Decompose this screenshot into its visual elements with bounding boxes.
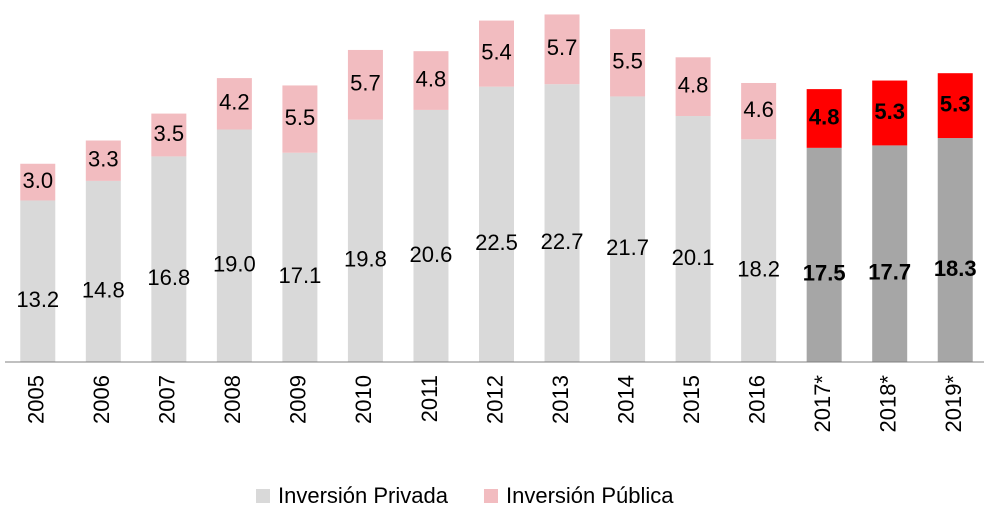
data-label: 5.5 [285, 105, 316, 130]
data-label: 20.1 [672, 245, 715, 270]
data-label: 3.5 [154, 121, 185, 146]
data-label: 4.6 [743, 97, 774, 122]
data-label: 17.7 [868, 260, 911, 285]
data-label: 19.0 [213, 252, 256, 277]
x-tick-label: 2011 [417, 375, 442, 422]
data-label: 5.7 [547, 35, 578, 60]
bar-segment [151, 156, 187, 362]
data-label: 19.8 [344, 247, 387, 272]
data-label: 3.3 [88, 147, 119, 172]
data-label: 5.3 [940, 91, 971, 116]
x-tick-label: 2019* [941, 375, 966, 433]
data-label: 4.8 [416, 66, 447, 91]
data-label: 17.1 [278, 263, 321, 288]
legend-swatch [483, 489, 498, 503]
data-label: 16.8 [147, 265, 190, 290]
bar-segment [282, 85, 318, 153]
x-tick-label: 2008 [220, 375, 245, 424]
bar-segment [479, 86, 514, 363]
data-label: 18.2 [737, 256, 780, 281]
data-label: 22.7 [541, 229, 584, 254]
x-tick-label: 2018* [876, 375, 901, 433]
bar-segment [610, 96, 646, 363]
bar-segment [216, 78, 252, 130]
x-tick-label: 2017* [810, 375, 835, 433]
bar-segment [872, 145, 908, 362]
bar-segment [151, 113, 187, 157]
bar-segment [806, 147, 842, 362]
x-tick-label: 2005 [24, 375, 49, 424]
bar-segment [413, 109, 449, 362]
bar-segment [85, 180, 121, 362]
bar-segment [937, 73, 973, 139]
data-label: 17.5 [803, 261, 846, 286]
x-tick-label: 2016 [744, 375, 769, 424]
data-label: 5.5 [612, 49, 643, 74]
data-label: 13.2 [16, 287, 59, 312]
data-label: 14.8 [82, 277, 125, 302]
data-label: 4.8 [809, 104, 840, 129]
legend-swatch [256, 489, 270, 503]
x-tick-label: 2013 [548, 375, 573, 424]
bar-segment [479, 20, 514, 87]
x-tick-label: 2009 [286, 375, 311, 424]
bar-segment [85, 140, 121, 181]
data-label: 3.0 [22, 168, 53, 193]
bar-segment [937, 138, 973, 362]
data-label: 22.5 [475, 230, 518, 255]
bar-segment [872, 80, 908, 146]
bar-segment [741, 139, 777, 362]
x-tick-label: 2010 [351, 375, 376, 424]
bar-segment [20, 200, 56, 362]
bar-segment [806, 89, 842, 148]
bar-segment [675, 57, 711, 117]
data-label: 5.7 [350, 71, 381, 96]
data-label: 4.8 [678, 72, 709, 97]
bar-segment [544, 14, 580, 85]
x-tick-label: 2012 [482, 375, 507, 424]
bar-segment [741, 82, 777, 140]
bar-segment [413, 51, 449, 110]
data-label: 4.2 [219, 90, 250, 115]
data-label: 20.6 [410, 242, 453, 267]
data-label: 21.7 [606, 235, 649, 260]
legend-label: Inversión Privada [278, 483, 449, 508]
bar-segment [282, 152, 318, 362]
legend-label: Inversión Pública [506, 483, 674, 508]
data-label: 18.3 [934, 256, 977, 281]
data-label: 5.3 [874, 99, 905, 124]
x-tick-label: 2006 [89, 375, 114, 424]
bar-segment [610, 29, 646, 97]
bar-segment [347, 119, 383, 363]
bar-segment [20, 163, 56, 201]
data-label: 5.4 [481, 39, 512, 64]
x-tick-label: 2014 [613, 375, 638, 424]
bar-segment [544, 84, 580, 362]
x-tick-label: 2015 [679, 375, 704, 424]
bar-segment [216, 129, 252, 362]
bar-segment [675, 116, 711, 362]
x-tick-label: 2007 [155, 375, 180, 424]
bar-segment [347, 49, 383, 120]
